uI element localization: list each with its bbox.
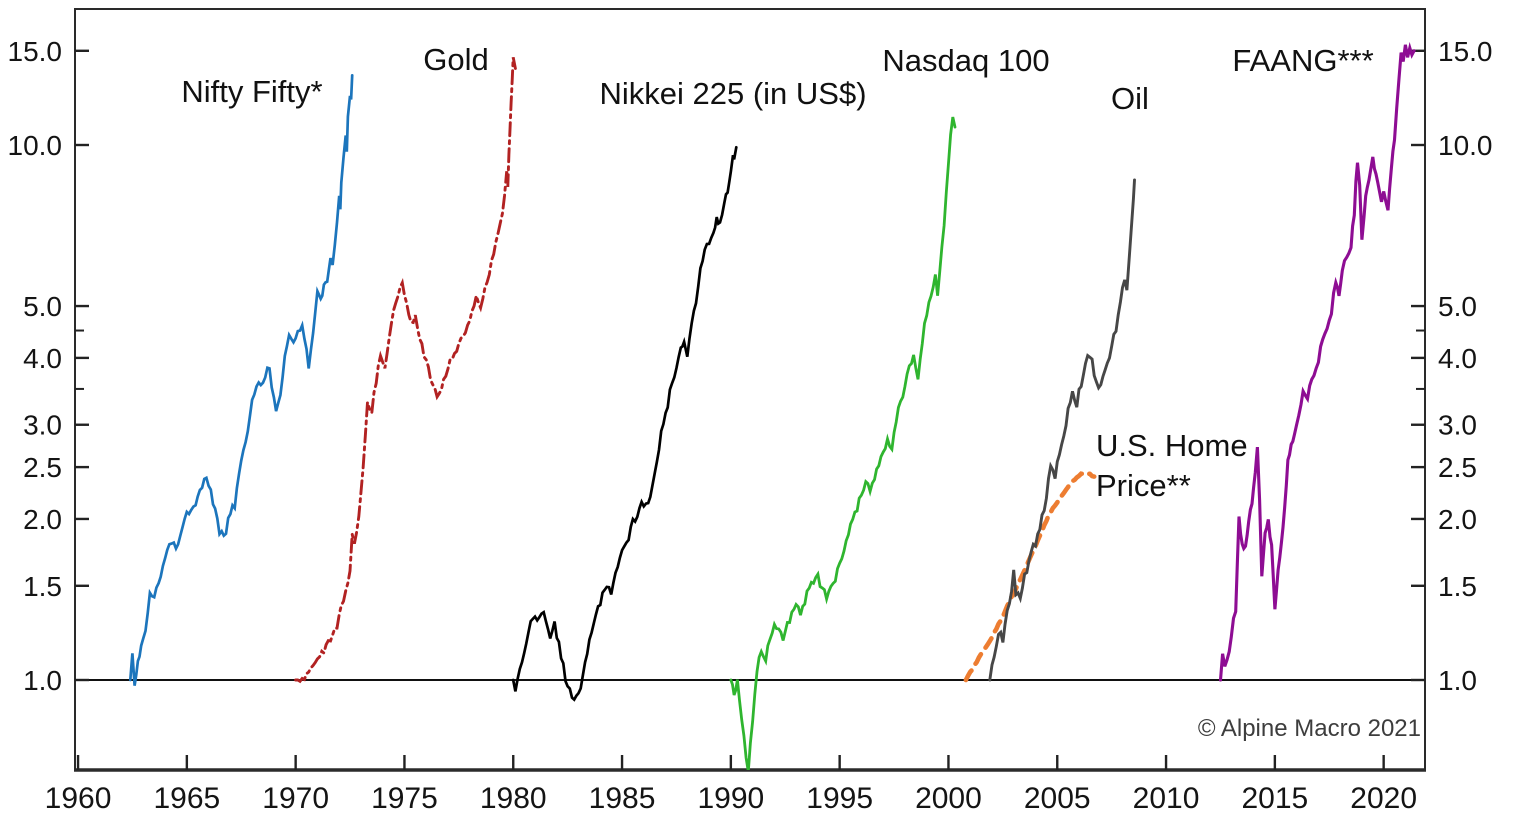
- series-line-nifty-fifty: [128, 73, 354, 686]
- copyright: © Alpine Macro 2021: [1198, 715, 1421, 742]
- label-us-home-price: Price**: [1096, 468, 1191, 503]
- x-tick-label: 1975: [371, 782, 438, 815]
- y-tick-label-right: 2.5: [1438, 452, 1477, 483]
- label-oil: Oil: [1111, 81, 1149, 116]
- y-tick-label-right: 2.0: [1438, 504, 1477, 535]
- x-tick-label: 1980: [480, 782, 547, 815]
- label-us-home-price: U.S. Home: [1096, 428, 1248, 463]
- x-tick-label: 1965: [153, 782, 220, 815]
- y-tick-label-right: 15.0: [1438, 36, 1493, 67]
- y-tick-label-left: 3.0: [23, 410, 62, 441]
- y-tick-label-right: 1.5: [1438, 571, 1477, 602]
- x-tick-label: 1995: [806, 782, 873, 815]
- x-tick-label: 2010: [1133, 782, 1200, 815]
- x-tick-label: 2015: [1241, 782, 1308, 815]
- x-tick-label: 1985: [589, 782, 656, 815]
- x-tick-label: 1990: [697, 782, 764, 815]
- series-group: [128, 41, 1416, 770]
- series-line-gold: [294, 57, 517, 684]
- y-tick-label-left: 2.0: [23, 504, 62, 535]
- label-nikkei-225: Nikkei 225 (in US$): [599, 76, 866, 111]
- y-tick-label-left: 5.0: [23, 291, 62, 322]
- label-faang: FAANG***: [1232, 43, 1373, 78]
- label-nasdaq-100: Nasdaq 100: [882, 43, 1049, 78]
- y-tick-label-left: 1.0: [23, 665, 62, 696]
- x-tick-label: 2005: [1024, 782, 1091, 815]
- x-tick-label: 1960: [45, 782, 112, 815]
- y-tick-label-left: 4.0: [23, 343, 62, 374]
- label-gold: Gold: [423, 42, 488, 77]
- label-nifty-fifty: Nifty Fifty*: [181, 74, 322, 109]
- y-tick-label-left: 10.0: [8, 130, 63, 161]
- y-tick-label-right: 4.0: [1438, 343, 1477, 374]
- y-tick-label-left: 1.5: [23, 571, 62, 602]
- y-tick-label-left: 15.0: [8, 36, 63, 67]
- x-tick-label: 2020: [1350, 782, 1417, 815]
- series-line-nasdaq-100: [729, 116, 957, 770]
- y-tick-label-right: 10.0: [1438, 130, 1493, 161]
- y-tick-label-right: 3.0: [1438, 410, 1477, 441]
- y-tick-label-left: 2.5: [23, 452, 62, 483]
- series-line-nikkei-225: [511, 145, 738, 702]
- series-line-oil: [988, 178, 1136, 682]
- series-line-faang: [1218, 41, 1416, 682]
- x-tick-label: 1970: [262, 782, 329, 815]
- y-tick-label-right: 1.0: [1438, 665, 1477, 696]
- y-tick-label-right: 5.0: [1438, 291, 1477, 322]
- x-tick-label: 2000: [915, 782, 982, 815]
